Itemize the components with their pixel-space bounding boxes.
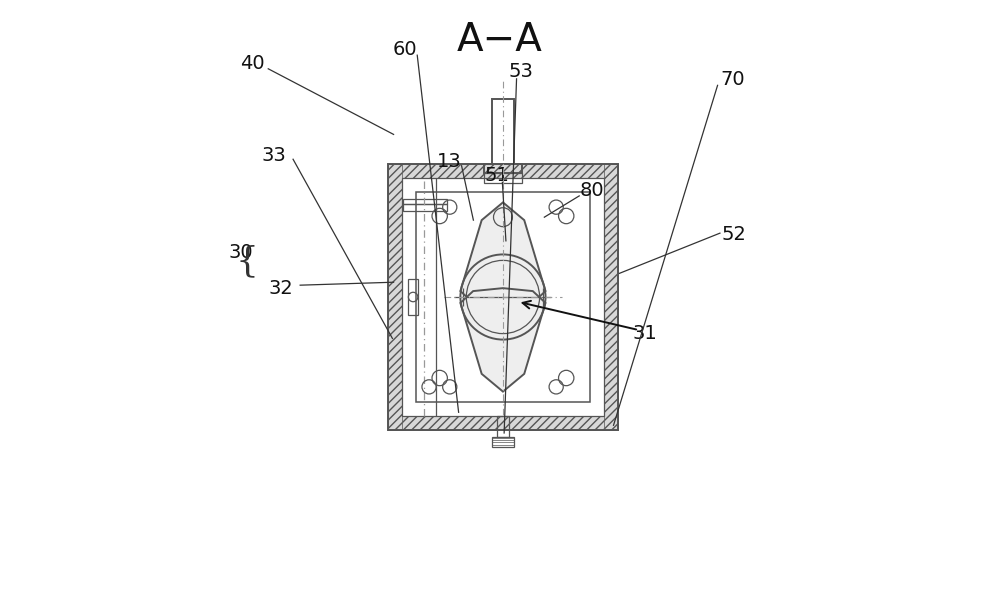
Bar — [403, 204, 447, 211]
Bar — [388, 164, 402, 430]
Polygon shape — [460, 203, 546, 306]
Text: 32: 32 — [269, 279, 294, 298]
Bar — [492, 437, 514, 447]
Bar — [402, 178, 604, 416]
Bar — [484, 173, 522, 183]
Bar — [403, 199, 447, 204]
Text: 60: 60 — [393, 40, 418, 59]
Text: 13: 13 — [437, 151, 462, 170]
Text: {: { — [235, 245, 258, 279]
Text: 30: 30 — [229, 243, 253, 262]
Bar — [497, 416, 509, 437]
Text: 51: 51 — [485, 166, 509, 185]
Bar — [388, 164, 618, 178]
Bar — [388, 416, 618, 430]
Polygon shape — [460, 288, 546, 391]
Bar — [492, 99, 514, 164]
Bar — [484, 164, 522, 173]
Text: 53: 53 — [508, 62, 533, 81]
Text: 40: 40 — [241, 54, 265, 73]
Bar — [604, 164, 618, 430]
Text: A−A: A−A — [457, 21, 543, 59]
Bar — [416, 192, 590, 402]
Text: 80: 80 — [579, 181, 604, 200]
Text: 52: 52 — [721, 225, 746, 244]
Text: 70: 70 — [720, 70, 745, 89]
Text: 31: 31 — [632, 324, 657, 343]
Bar — [388, 164, 618, 430]
Text: 33: 33 — [262, 146, 287, 165]
Bar — [408, 279, 418, 315]
